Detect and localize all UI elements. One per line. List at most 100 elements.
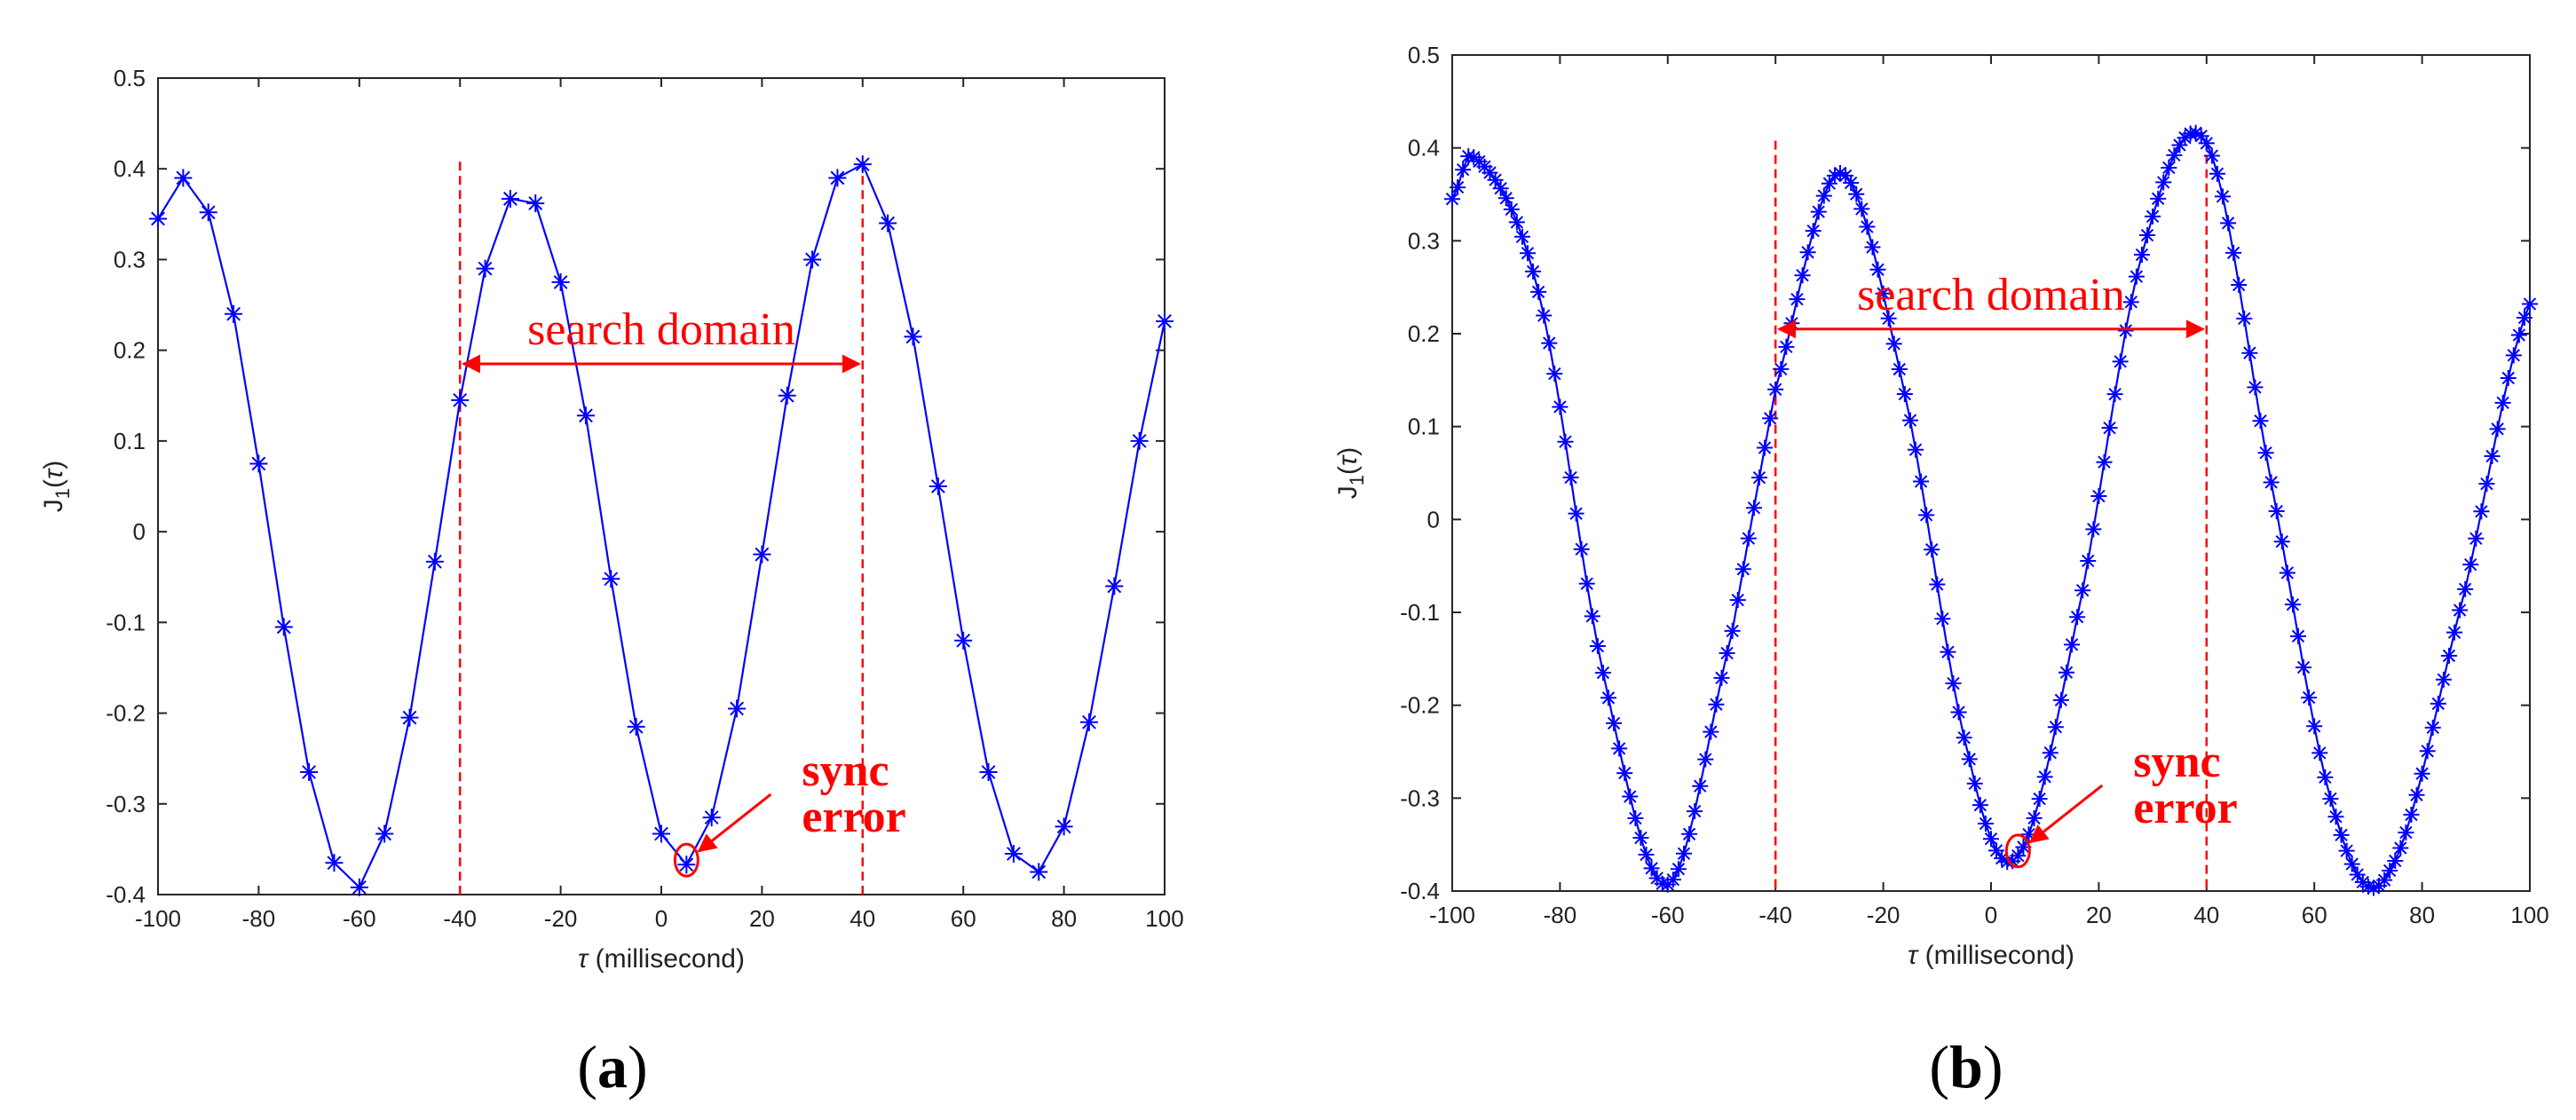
data-point <box>2452 602 2469 619</box>
data-point <box>2273 533 2290 550</box>
data-point <box>652 824 670 843</box>
data-point <box>274 618 293 636</box>
data-point <box>2112 353 2129 370</box>
data-point <box>2365 879 2382 896</box>
data-point <box>1444 191 1460 208</box>
data-point <box>1864 239 1881 256</box>
data-point <box>1611 740 1628 757</box>
y-tick-label: -0.1 <box>1400 599 1440 626</box>
data-point <box>2090 488 2107 505</box>
data-point <box>2031 791 2048 808</box>
data-point <box>1638 847 1655 864</box>
y-axis-ticks-b: -0.4 -0.3 -0.2 -0.1 0 0.1 0.2 0.3 0.4 0.5 <box>1400 42 2530 904</box>
data-point <box>225 304 243 323</box>
data-point <box>1546 366 1563 383</box>
data-point <box>1557 433 1574 450</box>
data-point <box>1687 803 1703 820</box>
data-point <box>1600 690 1617 706</box>
data-point <box>2139 227 2156 244</box>
data-point <box>1918 507 1935 524</box>
x-tick-label: -100 <box>135 905 181 932</box>
data-point <box>1676 845 1693 862</box>
y-tick-label: 0.2 <box>114 337 146 364</box>
y-tick-label: -0.4 <box>1400 878 1440 904</box>
data-point <box>728 699 747 718</box>
data-point <box>1519 245 1536 262</box>
data-point <box>1584 608 1600 625</box>
x-tick-label: -60 <box>343 905 376 932</box>
data-point <box>1713 669 1730 686</box>
data-point <box>2462 556 2479 573</box>
data-point <box>1627 810 1644 827</box>
series-b <box>1444 124 2538 896</box>
data-point <box>1977 816 1994 832</box>
data-point <box>2257 445 2274 461</box>
data-point <box>2327 808 2344 825</box>
sync-error-arrow <box>2028 784 2104 844</box>
data-point <box>2106 386 2123 403</box>
data-point <box>2446 624 2463 641</box>
data-point <box>2247 379 2264 396</box>
series-a <box>149 155 1173 896</box>
sync-error-label-line2: error <box>802 792 905 842</box>
y-tick-label: -0.3 <box>106 791 146 817</box>
sync-error-label-line1: sync <box>2133 737 2220 787</box>
data-point <box>2231 277 2248 294</box>
data-point <box>1908 441 1924 458</box>
data-point <box>1670 861 1687 878</box>
data-point <box>2457 580 2474 597</box>
data-point <box>1789 291 1806 308</box>
data-point <box>1740 530 1757 547</box>
data-point <box>2101 420 2118 437</box>
data-point <box>1503 201 1520 217</box>
data-point <box>1750 469 1767 486</box>
data-point <box>476 259 494 278</box>
data-point <box>753 545 771 564</box>
data-point <box>1616 765 1633 782</box>
data-point <box>2220 215 2237 232</box>
y-tick-label: 0.2 <box>1408 320 1440 347</box>
data-point <box>2522 296 2538 312</box>
search-domain-guides-b <box>1774 140 2209 891</box>
data-point <box>325 854 344 872</box>
data-point <box>1929 576 1946 593</box>
data-point <box>979 763 998 781</box>
data-point <box>2311 745 2328 761</box>
data-point <box>1594 665 1611 682</box>
x-tick-label: 100 <box>2510 902 2548 928</box>
data-point <box>2398 824 2414 841</box>
data-point <box>2295 659 2312 675</box>
data-point <box>2085 521 2102 538</box>
data-point <box>2279 564 2295 581</box>
search-domain-label: search domain <box>527 304 795 355</box>
data-point <box>1513 228 1530 245</box>
data-point <box>1950 704 1967 721</box>
data-point <box>928 477 947 495</box>
data-point <box>2036 769 2053 785</box>
data-point <box>2198 135 2215 152</box>
chart-panel-a: -100 -80 -60 -40 -20 0 20 40 60 80 100 -0.4-0.3-0.… <box>39 65 1184 1100</box>
data-point <box>1632 830 1649 847</box>
data-point <box>2338 842 2355 859</box>
y-tick-label: 0.3 <box>114 246 146 272</box>
x-tick-label: 80 <box>1051 905 1077 932</box>
data-point <box>1578 575 1595 592</box>
data-point <box>954 631 973 650</box>
data-point <box>2069 609 2086 626</box>
data-point <box>1130 431 1149 450</box>
data-point <box>2403 807 2420 824</box>
data-point <box>1573 540 1590 557</box>
data-point <box>2074 582 2091 599</box>
data-point <box>1568 505 1584 522</box>
data-point <box>2500 369 2517 386</box>
data-point <box>1901 412 1918 429</box>
data-point <box>1004 845 1023 863</box>
x-tick-label: -20 <box>1867 902 1900 928</box>
sync-error-circle <box>2004 833 2031 869</box>
data-point <box>1815 187 1832 204</box>
data-point <box>1767 381 1784 398</box>
data-point <box>2263 474 2280 491</box>
x-tick-label: -20 <box>544 905 578 932</box>
